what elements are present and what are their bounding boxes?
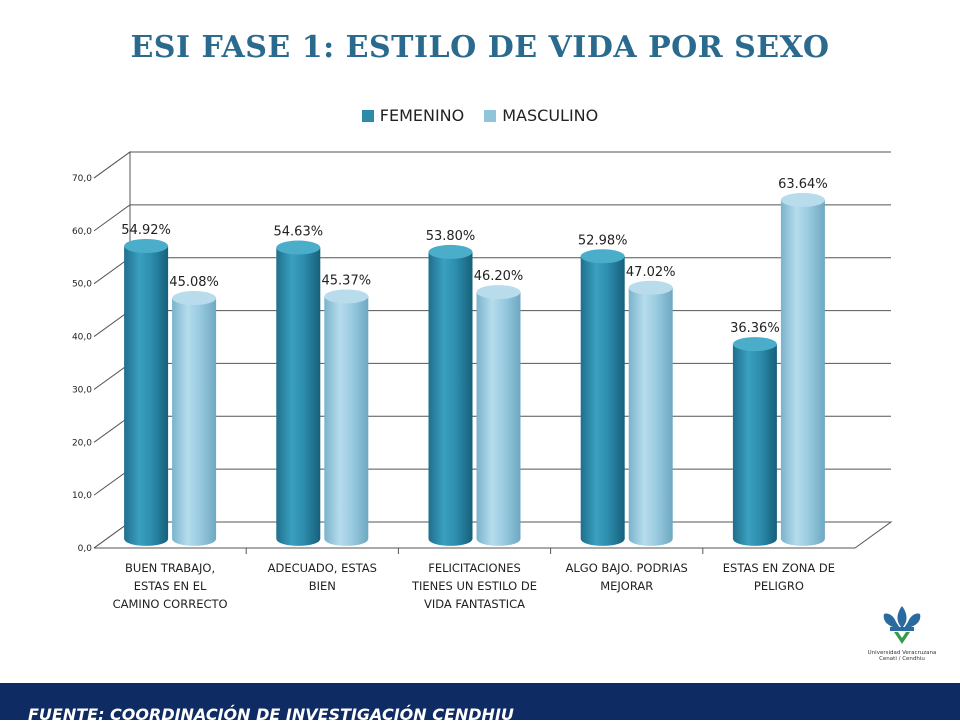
data-label: 36.36% bbox=[730, 321, 780, 336]
y-tick-label: 50,0 bbox=[72, 280, 92, 290]
bar-cap bbox=[124, 239, 169, 254]
legend-label-femenino: FEMENINO bbox=[379, 106, 465, 125]
logo-line1: Universidad Veracruzana bbox=[867, 650, 937, 656]
bar-masculino bbox=[324, 289, 369, 546]
bar-femenino bbox=[276, 240, 321, 546]
gridline-side bbox=[93, 310, 131, 337]
gridline-side bbox=[93, 468, 131, 496]
bar-femenino bbox=[124, 239, 169, 546]
footer-bar: FUENTE: COORDINACIÓN DE INVESTIGACIÓN CE… bbox=[0, 683, 960, 724]
legend-item-femenino: FEMENINO bbox=[361, 106, 465, 125]
legend-swatch-masculino bbox=[484, 109, 497, 122]
y-tick-label: 0,0 bbox=[78, 544, 93, 554]
bar-body bbox=[428, 251, 473, 546]
y-tick-label: 70,0 bbox=[72, 174, 92, 184]
category-label: TIENES UN ESTILO DE bbox=[411, 579, 537, 593]
bar-body bbox=[476, 292, 521, 546]
category-label: ADECUADO, ESTAS bbox=[268, 561, 377, 575]
y-tick-label: 60,0 bbox=[72, 227, 92, 237]
bar-masculino bbox=[172, 291, 217, 546]
university-logo: Universidad Veracruzana Cenati / Cendhiu bbox=[852, 604, 952, 672]
footer-source: FUENTE: COORDINACIÓN DE INVESTIGACIÓN CE… bbox=[28, 705, 514, 724]
bar-body bbox=[124, 246, 169, 546]
data-label: 45.37% bbox=[322, 273, 372, 288]
bar-body bbox=[628, 287, 673, 546]
bar-chart: 0,0 10,0 20,0 30,0 40,0 50,0 60,0 70,0 BUEN TRAB… bbox=[72, 151, 893, 611]
gridline-side bbox=[93, 415, 131, 443]
bar-cap bbox=[732, 337, 777, 352]
bar-masculino bbox=[780, 192, 825, 546]
chart-title: ESI FASE 1: ESTILO DE VIDA POR SEXO bbox=[130, 30, 830, 65]
y-tick-label: 30,0 bbox=[72, 385, 92, 395]
bar-cap bbox=[780, 192, 825, 207]
bar-femenino bbox=[580, 249, 625, 546]
bar-cap bbox=[476, 285, 521, 300]
category-label: MEJORAR bbox=[600, 579, 653, 593]
data-label: 63.64% bbox=[778, 177, 828, 192]
bar-body bbox=[276, 247, 321, 546]
category-label: ALGO BAJO. PODRIAS bbox=[566, 561, 688, 575]
bar-body bbox=[324, 296, 369, 546]
data-label: 53.80% bbox=[426, 229, 476, 244]
bar-cap bbox=[580, 249, 625, 264]
gridline-side bbox=[93, 521, 131, 549]
category-label: ESTAS EN EL bbox=[134, 579, 207, 593]
y-tick-label: 10,0 bbox=[72, 491, 92, 501]
bar-body bbox=[580, 256, 625, 546]
category-label: BUEN TRABAJO, bbox=[125, 561, 215, 575]
bar-masculino bbox=[628, 280, 673, 546]
bar-femenino bbox=[732, 337, 777, 546]
bar-femenino bbox=[428, 244, 473, 546]
category-label: CAMINO CORRECTO bbox=[113, 597, 228, 611]
y-tick-label: 40,0 bbox=[72, 333, 92, 343]
legend-swatch-femenino bbox=[361, 109, 374, 122]
bar-body bbox=[732, 344, 777, 546]
logo-line2: Cenati / Cendhiu bbox=[879, 656, 925, 662]
gridline-side bbox=[93, 363, 131, 390]
legend-item-masculino: MASCULINO bbox=[484, 106, 598, 125]
bar-cap bbox=[628, 280, 673, 295]
fleur-de-lis-icon bbox=[883, 606, 921, 644]
gridline-side bbox=[93, 257, 131, 285]
data-label: 45.08% bbox=[169, 275, 219, 290]
y-tick-label: 20,0 bbox=[72, 438, 92, 448]
bar-cap bbox=[324, 289, 369, 304]
gridline-side bbox=[93, 204, 131, 232]
data-label: 52.98% bbox=[578, 233, 628, 248]
bar-body bbox=[780, 199, 825, 546]
bar-cap bbox=[428, 244, 473, 259]
gridline-side bbox=[93, 151, 131, 179]
bar-cap bbox=[172, 291, 217, 306]
bar-cap bbox=[276, 240, 321, 255]
legend-label-masculino: MASCULINO bbox=[502, 106, 599, 125]
category-label: FELICITACIONES bbox=[428, 561, 521, 575]
data-label: 46.20% bbox=[474, 269, 524, 284]
data-label: 54.63% bbox=[274, 225, 324, 240]
category-label: PELIGRO bbox=[754, 579, 804, 593]
data-label: 54.92% bbox=[121, 223, 171, 238]
bar-masculino bbox=[476, 285, 521, 546]
category-label: ESTAS EN ZONA DE bbox=[723, 561, 835, 575]
chart-legend: FEMENINO MASCULINO bbox=[0, 106, 960, 125]
category-label: BIEN bbox=[309, 579, 336, 593]
bar-body bbox=[172, 298, 217, 546]
category-label: VIDA FANTASTICA bbox=[424, 597, 525, 611]
data-label: 47.02% bbox=[626, 265, 676, 280]
